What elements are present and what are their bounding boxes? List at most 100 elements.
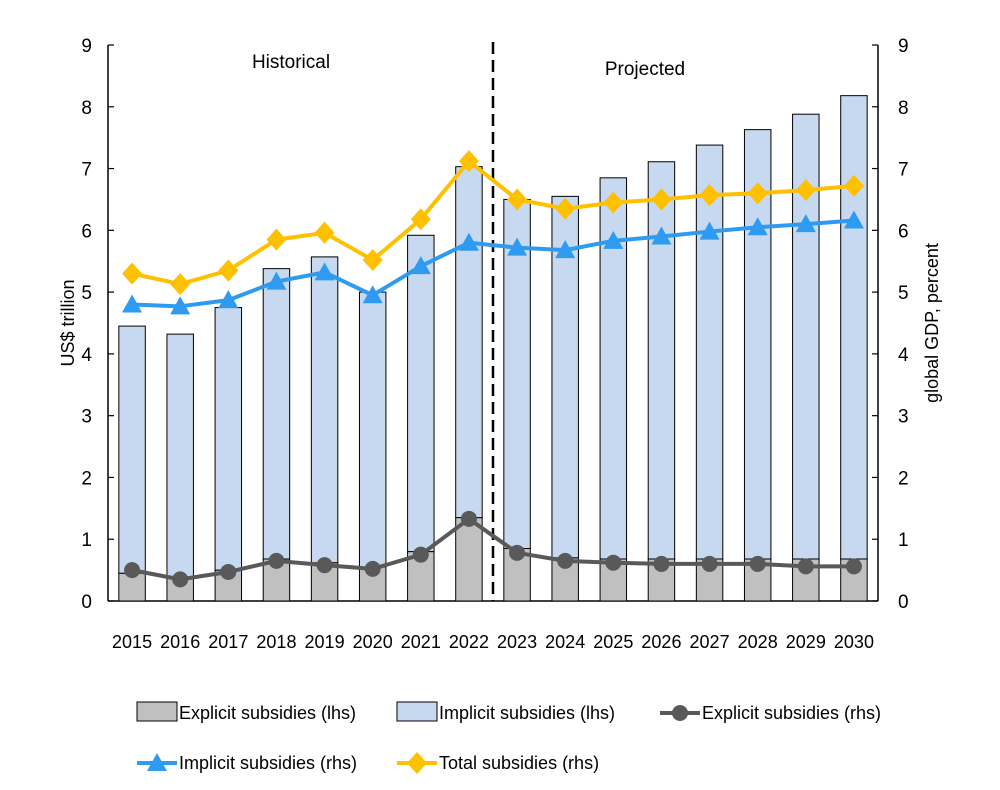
x-tick-label: 2015 [112, 632, 152, 652]
series-point-2 [170, 273, 191, 296]
series-point-2 [795, 179, 816, 202]
y-tick-label-right: 6 [898, 221, 909, 242]
x-tick-label: 2021 [401, 632, 441, 652]
legend-item: Implicit subsidies (lhs) [396, 701, 615, 723]
series-point-0 [220, 563, 237, 580]
series-point-2 [747, 182, 768, 205]
y-tick-label-left: 4 [81, 345, 92, 366]
x-tick-label: 2027 [690, 632, 730, 652]
annotation-historical: Historical [252, 52, 330, 73]
x-tick-label: 2016 [160, 632, 200, 652]
series-point-0 [701, 555, 718, 572]
y-tick-label-right: 1 [898, 530, 909, 551]
series-point-1 [170, 296, 191, 315]
x-tick-label: 2018 [256, 632, 296, 652]
series-point-2 [555, 197, 576, 220]
series-line-2 [131, 159, 855, 287]
y-tick-label-right: 9 [898, 36, 909, 57]
series-point-0 [749, 555, 766, 572]
legend-label: Implicit subsidies (rhs) [179, 753, 357, 773]
series-point-1 [410, 256, 431, 275]
series-point-0 [124, 562, 141, 579]
y-tick-label-left: 0 [81, 592, 92, 613]
x-tick-label: 2025 [593, 632, 633, 652]
bar-implicit-lhs [647, 161, 676, 560]
series-point-1 [843, 210, 864, 229]
legend-item: Explicit subsidies (rhs) [660, 703, 881, 723]
y-tick-label-left: 7 [81, 160, 92, 181]
legend: Explicit subsidies (lhs) Implicit subsidi… [136, 701, 881, 774]
series-point-2 [266, 228, 287, 251]
y-tick-label-right: 8 [898, 98, 909, 119]
x-tick-label: 2019 [305, 632, 345, 652]
legend-label: Implicit subsidies (lhs) [439, 703, 615, 723]
line-layer [122, 150, 864, 588]
series-point-1 [122, 294, 143, 313]
x-tick-label: 2017 [208, 632, 248, 652]
y-tick-label-left: 5 [81, 283, 92, 304]
series-point-1 [218, 290, 239, 309]
bar-implicit-lhs [262, 268, 291, 560]
series-point-1 [651, 226, 672, 245]
bar-implicit-lhs [310, 256, 339, 564]
y-tick-label-left: 3 [81, 407, 92, 428]
bar-implicit-lhs [407, 234, 435, 553]
series-point-0 [557, 552, 574, 569]
series-point-1 [266, 271, 287, 290]
series-point-0 [845, 558, 862, 575]
y-tick-label-right: 7 [898, 160, 909, 181]
series-point-2 [314, 221, 335, 244]
bar-implicit-lhs [503, 198, 531, 549]
y-axis-title-left: US$ trillion [58, 279, 78, 366]
series-point-1 [362, 285, 383, 304]
legend-item: Total subsidies (rhs) [397, 752, 599, 774]
series-point-2 [458, 150, 479, 173]
x-tick-label: 2023 [497, 632, 537, 652]
series-point-1 [458, 232, 479, 251]
y-tick-label-left: 2 [81, 468, 92, 489]
series-point-0 [797, 558, 814, 575]
series-point-0 [172, 571, 189, 588]
bar-implicit-lhs [166, 333, 194, 579]
series-point-2 [362, 248, 383, 271]
y-tick-label-left: 8 [81, 98, 92, 119]
series-point-1 [555, 240, 576, 259]
x-tick-label: 2026 [641, 632, 681, 652]
series-point-1 [699, 221, 720, 240]
legend-label: Explicit subsidies (lhs) [179, 703, 356, 723]
bar-explicit-lhs [455, 517, 483, 602]
x-tick-label: 2020 [353, 632, 393, 652]
legend-label: Explicit subsidies (rhs) [702, 703, 881, 723]
x-tick-label: 2029 [786, 632, 826, 652]
bar-implicit-lhs [695, 144, 724, 560]
series-point-2 [122, 262, 143, 285]
legend-item: Implicit subsidies (rhs) [137, 753, 357, 773]
legend-swatch-marker [672, 705, 688, 721]
x-tick-label: 2028 [738, 632, 778, 652]
y-tick-label-right: 0 [898, 592, 909, 613]
legend-swatch-marker [147, 753, 167, 771]
legend-label: Total subsidies (rhs) [439, 753, 599, 773]
series-point-2 [603, 191, 624, 214]
series-point-2 [651, 188, 672, 211]
y-tick-label-right: 5 [898, 283, 909, 304]
series-point-0 [268, 552, 285, 569]
series-point-0 [605, 554, 622, 571]
series-point-1 [795, 214, 816, 233]
y-axis-title-right: global GDP, percent [922, 243, 942, 403]
series-point-2 [843, 174, 864, 197]
legend-swatch-marker [407, 752, 427, 774]
y-tick-label-right: 4 [898, 345, 909, 366]
x-tick-label: 2022 [449, 632, 489, 652]
legend-swatch [136, 701, 178, 722]
y-tick-label-right: 2 [898, 468, 909, 489]
x-tick-label: 2024 [545, 632, 585, 652]
series-point-2 [218, 259, 239, 282]
axis-labels: 0 0 1 1 2 2 3 3 4 4 5 5 6 6 7 7 8 8 9 9 2015 2016 2017 2018 2019… [58, 36, 942, 652]
series-point-0 [460, 510, 477, 527]
y-tick-label-left: 9 [81, 36, 92, 57]
legend-swatch [396, 701, 438, 722]
series-point-2 [699, 184, 720, 207]
series-point-2 [410, 208, 431, 231]
